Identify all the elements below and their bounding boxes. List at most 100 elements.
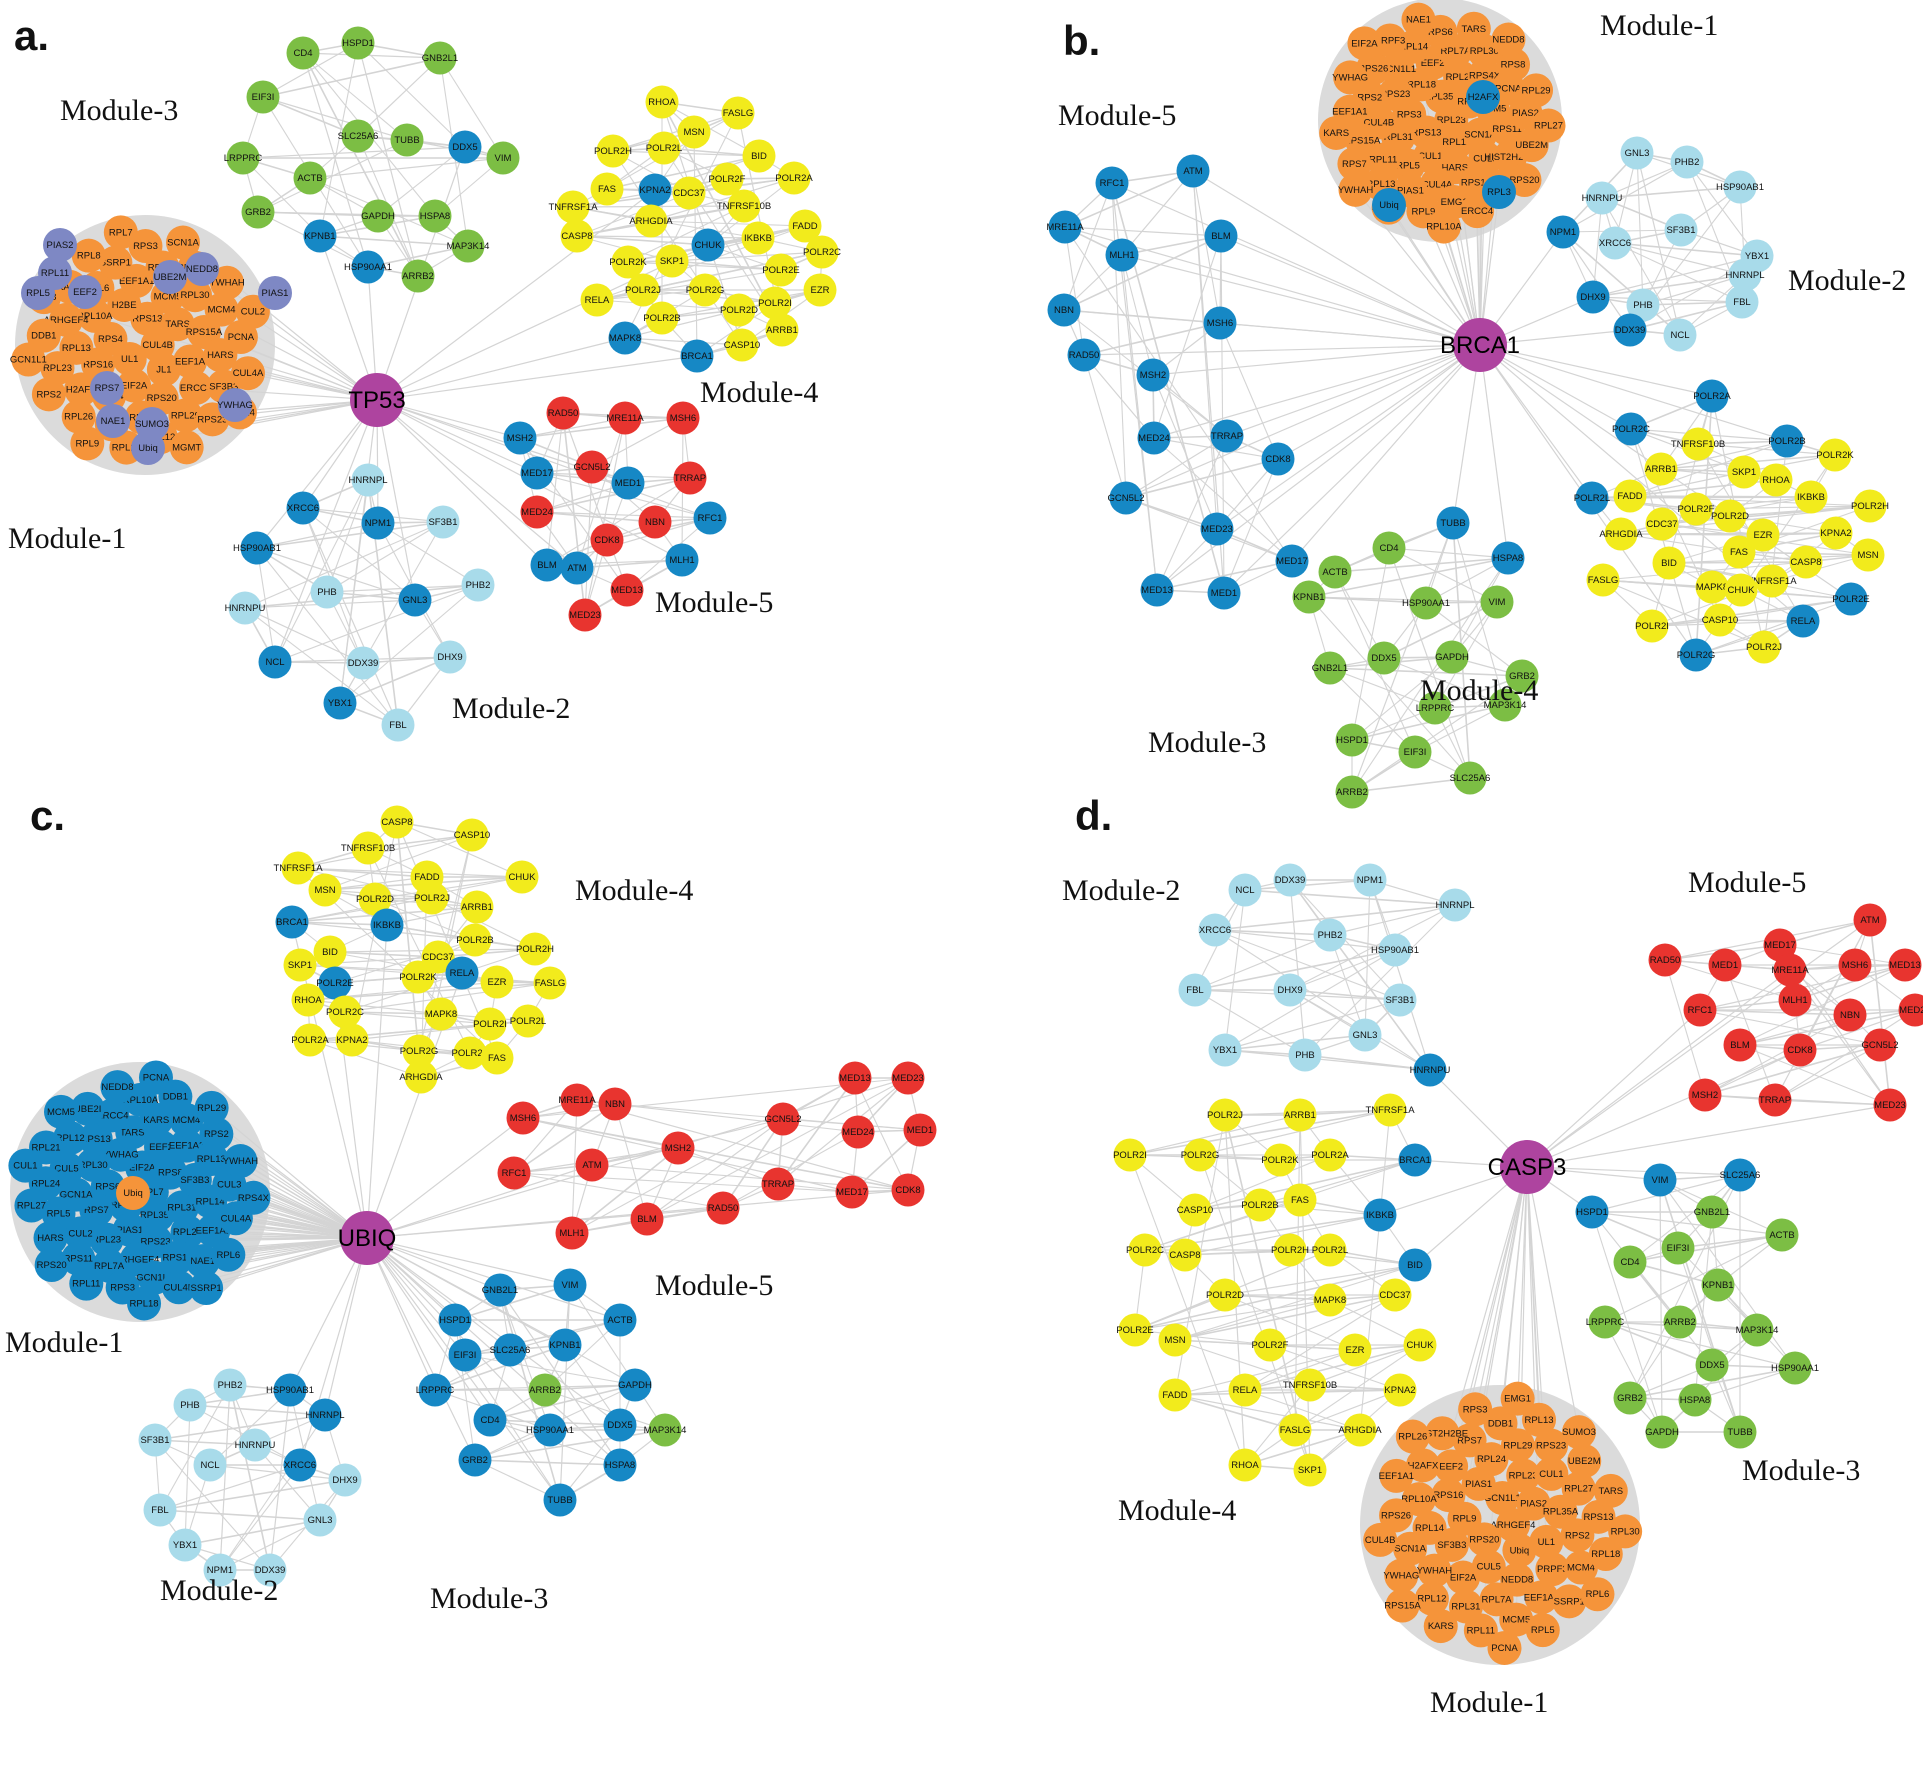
node-med13[interactable]: MED13	[1140, 573, 1174, 607]
node-polr2f[interactable]: POLR2F	[452, 1036, 489, 1070]
node-mcm5[interactable]: MCM5	[43, 1094, 78, 1129]
node-polr2j[interactable]: POLR2J	[414, 881, 450, 915]
node-rad50[interactable]: RAD50	[706, 1191, 740, 1225]
node-hnrnpl[interactable]: HNRNPL	[305, 1398, 345, 1432]
node-vim[interactable]: VIM	[1643, 1163, 1677, 1197]
node-med1[interactable]: MED1	[1708, 948, 1742, 982]
node-cul4b[interactable]: CUL4B	[1363, 1522, 1398, 1557]
node-mgmt[interactable]: MGMT	[169, 430, 204, 465]
node-tubb[interactable]: TUBB	[390, 123, 424, 157]
node-hnrnpu[interactable]: HNRNPU	[235, 1428, 276, 1462]
node-ezr[interactable]: EZR	[1746, 518, 1780, 552]
node-rfc1[interactable]: RFC1	[497, 1156, 531, 1190]
node-eef1a1[interactable]: EEF1A1	[1379, 1458, 1414, 1493]
node-polr2b[interactable]: POLR2B	[1768, 424, 1806, 458]
node-fas[interactable]: FAS	[1722, 535, 1756, 569]
node-rpl23[interactable]: RPL23	[89, 1222, 124, 1257]
node-rpl18[interactable]: RPL18	[127, 1286, 162, 1321]
node-pias2[interactable]: PIAS2	[1516, 1486, 1551, 1521]
node-eef2[interactable]: EEF2	[1434, 1449, 1469, 1484]
node-polr2i[interactable]: POLR2I	[758, 286, 792, 320]
node-dhx9[interactable]: DHX9	[1576, 280, 1610, 314]
node-rps23[interactable]: RPS23	[1534, 1428, 1569, 1463]
node-rps16[interactable]: RPS16	[160, 1240, 195, 1275]
node-rpl18[interactable]: RPL18	[1588, 1536, 1623, 1571]
node-arrb2[interactable]: ARRB2	[1663, 1305, 1697, 1339]
node-med24[interactable]: MED24	[520, 495, 554, 529]
node-gapdh[interactable]: GAPDH	[361, 199, 395, 233]
node-tnfrsf10b[interactable]: TNFRSF10B	[1671, 427, 1725, 461]
node-xrcc6[interactable]: XRCC6	[286, 491, 320, 525]
node-arhgdia[interactable]: ARHGDIA	[399, 1060, 443, 1094]
node-npm1[interactable]: NPM1	[203, 1553, 237, 1587]
node-polr2l[interactable]: POLR2L	[1574, 481, 1610, 515]
node-med13[interactable]: MED13	[1888, 948, 1922, 982]
node-kpna2[interactable]: KPNA2	[1819, 516, 1853, 550]
node-bid[interactable]: BID	[1398, 1248, 1432, 1282]
node-polr2j[interactable]: POLR2J	[625, 273, 661, 307]
node-polr2a[interactable]: POLR2A	[1311, 1138, 1349, 1172]
node-tubb[interactable]: TUBB	[543, 1483, 577, 1517]
node-polr2c[interactable]: POLR2C	[1612, 412, 1650, 446]
node-casp8[interactable]: CASP8	[560, 219, 594, 253]
node-faslg[interactable]: FASLG	[1278, 1413, 1312, 1447]
node-sumo3[interactable]: SUMO3	[1562, 1415, 1597, 1450]
node-ubiq[interactable]: Ubiq	[1502, 1533, 1537, 1568]
node-hnrnpl[interactable]: HNRNPL	[1435, 888, 1475, 922]
node-polr2d[interactable]: POLR2D	[720, 293, 758, 327]
node-rps23[interactable]: RPS23	[1378, 77, 1413, 112]
node-mapk8[interactable]: MAPK8	[1695, 570, 1729, 604]
node-cdk8[interactable]: CDK8	[590, 523, 624, 557]
node-hsp90ab1[interactable]: HSP90AB1	[1716, 170, 1764, 204]
node-kpnb1[interactable]: KPNB1	[1701, 1268, 1735, 1302]
node-med1[interactable]: MED1	[903, 1113, 937, 1147]
node-msn[interactable]: MSN	[1851, 538, 1885, 572]
node-arrb1[interactable]: ARRB1	[460, 890, 494, 924]
node-rpl29[interactable]: RPL29	[194, 1090, 229, 1125]
node-cdc37[interactable]: CDC37	[421, 940, 455, 974]
node-cdc37[interactable]: CDC37	[1645, 507, 1679, 541]
node-atm[interactable]: ATM	[1853, 903, 1887, 937]
node-rpl10a[interactable]: RPL10A	[1426, 209, 1462, 244]
node-hars[interactable]: HARS	[33, 1220, 68, 1255]
node-ywhah[interactable]: YWHAH	[209, 265, 245, 300]
node-rhoa[interactable]: RHOA	[1228, 1448, 1262, 1482]
node-gcn5l2[interactable]: GCN5L2	[574, 450, 611, 484]
node-hspa8[interactable]: HSPA8	[1491, 541, 1525, 575]
node-cdk8[interactable]: CDK8	[1783, 1033, 1817, 1067]
node-brca1[interactable]: BRCA1	[680, 339, 714, 373]
node-rps3[interactable]: RPS3	[1458, 1392, 1493, 1427]
node-actb[interactable]: ACTB	[1765, 1218, 1799, 1252]
node-polr2c[interactable]: POLR2C	[326, 995, 364, 1029]
node-sf3b1[interactable]: SF3B1	[138, 1423, 172, 1457]
node-hnrnpu[interactable]: HNRNPU	[1582, 181, 1623, 215]
node-casp8[interactable]: CASP8	[380, 805, 414, 839]
node-slc25a6[interactable]: SLC25A6	[1720, 1158, 1761, 1192]
node-fbl[interactable]: FBL	[381, 708, 415, 742]
node-cul4a[interactable]: CUL4A	[231, 356, 266, 391]
node-jl1[interactable]: JL1	[146, 352, 181, 387]
node-sf3b1[interactable]: SF3B1	[1664, 213, 1698, 247]
node-ywhag[interactable]: YWHAG	[1383, 1558, 1419, 1593]
node-med23[interactable]: MED23	[891, 1061, 925, 1095]
node-kpnb1[interactable]: KPNB1	[548, 1328, 582, 1362]
node-phb[interactable]: PHB	[1288, 1038, 1322, 1072]
node-scn1a[interactable]: SCN1A	[165, 225, 200, 260]
node-rpl11[interactable]: RPL11	[69, 1266, 104, 1301]
node-rps13[interactable]: RPS13	[1581, 1499, 1616, 1534]
node-med17[interactable]: MED17	[520, 456, 554, 490]
node-hsp90aa1[interactable]: HSP90AA1	[344, 250, 392, 284]
node-hspd1[interactable]: HSPD1	[1335, 723, 1369, 757]
node-fbl[interactable]: FBL	[143, 1493, 177, 1527]
node-ddx39[interactable]: DDX39	[253, 1553, 287, 1587]
node-rpl9[interactable]: RPL9	[70, 426, 105, 461]
node-cul1[interactable]: CUL1	[1534, 1456, 1569, 1491]
node-rela[interactable]: RELA	[1228, 1373, 1262, 1407]
node-h2afx[interactable]: H2AFX	[1405, 1448, 1440, 1483]
node-msh6[interactable]: MSH6	[666, 401, 700, 435]
node-rpl6[interactable]: RPL6	[1580, 1577, 1615, 1612]
node-arrb1[interactable]: ARRB1	[765, 313, 799, 347]
node-hspa8[interactable]: HSPA8	[603, 1448, 637, 1482]
node-casp10[interactable]: CASP10	[1177, 1193, 1213, 1227]
node-rpl27[interactable]: RPL27	[1531, 108, 1566, 143]
